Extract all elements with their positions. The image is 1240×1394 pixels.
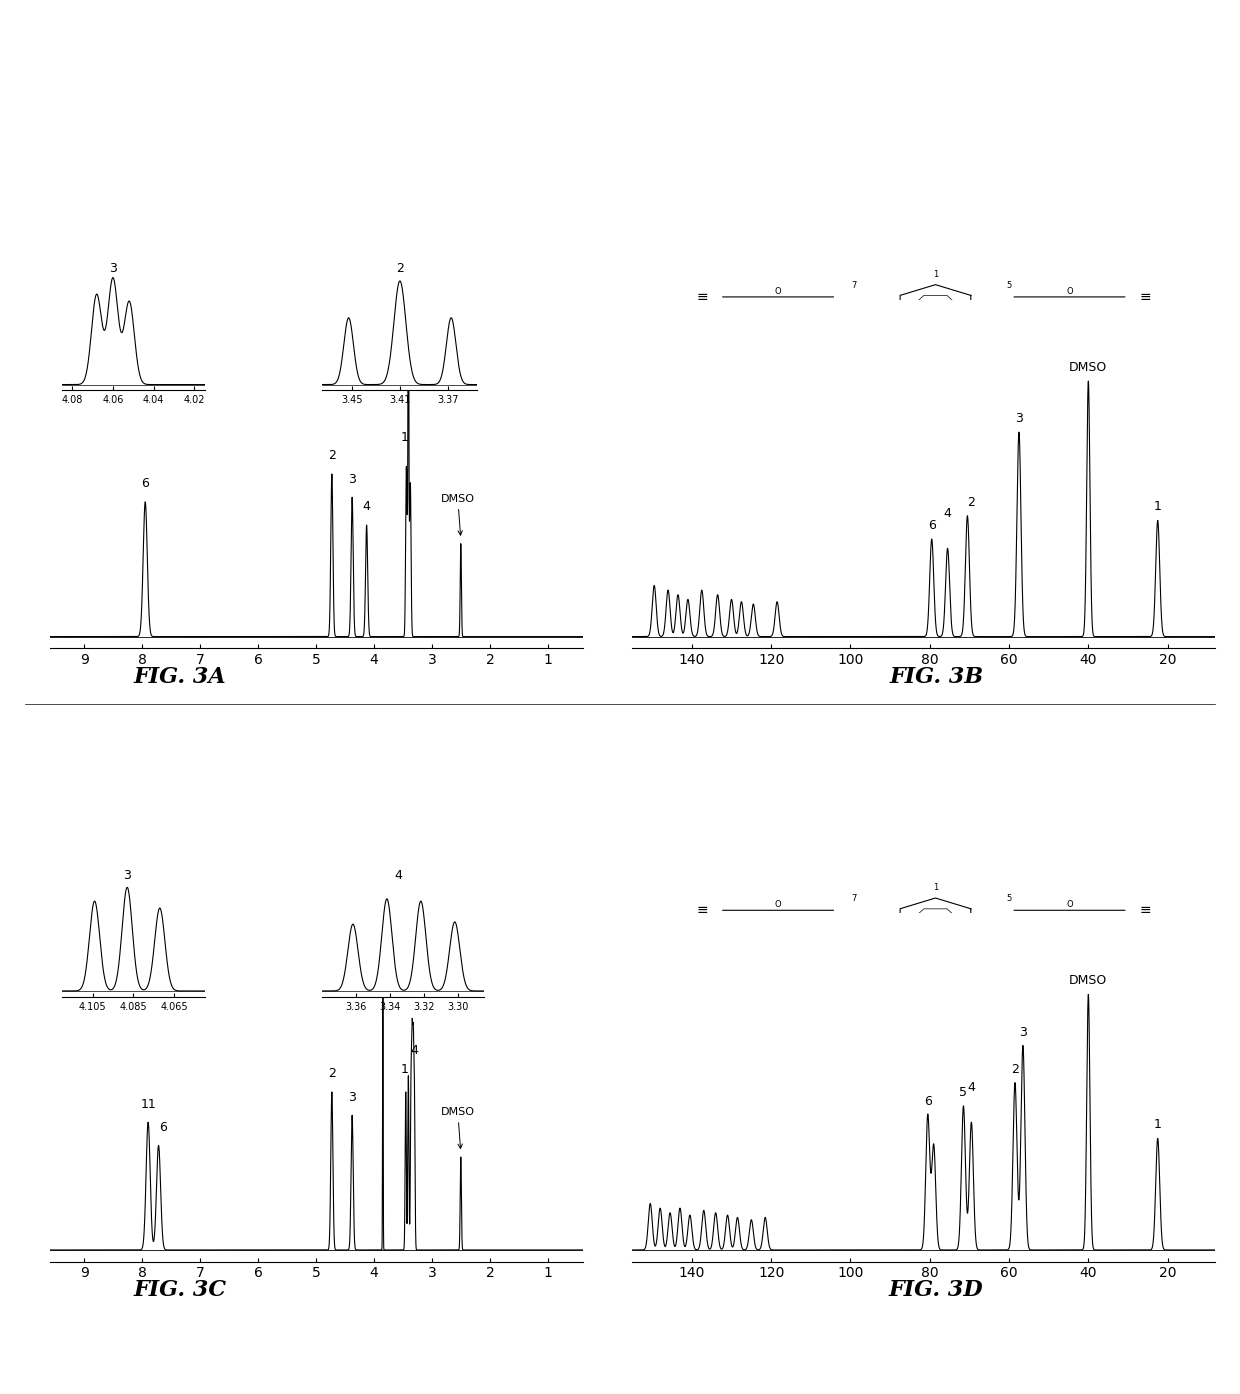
Text: 7: 7 xyxy=(851,894,857,903)
Text: 9: 9 xyxy=(869,955,874,965)
Text: O: O xyxy=(1066,287,1073,296)
Text: 11: 11 xyxy=(901,965,911,973)
Text: 1: 1 xyxy=(401,431,408,443)
Text: 13: 13 xyxy=(954,965,963,973)
Text: 2: 2 xyxy=(396,262,404,275)
Text: 2: 2 xyxy=(327,1068,336,1080)
Text: N: N xyxy=(892,351,898,360)
Text: 12: 12 xyxy=(954,388,963,397)
Text: 1: 1 xyxy=(1153,1118,1162,1132)
Text: 2: 2 xyxy=(880,302,885,311)
Text: 4: 4 xyxy=(362,500,371,513)
Text: 1: 1 xyxy=(401,1062,408,1076)
Text: O: O xyxy=(1066,901,1073,909)
Text: 1: 1 xyxy=(1153,500,1162,513)
Text: ≡: ≡ xyxy=(1140,413,1151,427)
Text: 5: 5 xyxy=(960,1086,967,1098)
Text: 1: 1 xyxy=(932,884,939,892)
Text: 4: 4 xyxy=(394,868,403,881)
Text: 10: 10 xyxy=(866,1036,877,1044)
Text: 3: 3 xyxy=(123,868,131,881)
Text: O: O xyxy=(775,410,781,418)
Text: DMSO: DMSO xyxy=(1069,361,1107,374)
Text: FIG. 3A: FIG. 3A xyxy=(134,666,226,689)
Text: O: O xyxy=(775,287,781,296)
Text: O: O xyxy=(775,1023,781,1032)
Text: 3: 3 xyxy=(980,916,985,924)
Text: ≡: ≡ xyxy=(1140,1026,1151,1040)
Text: CN: CN xyxy=(999,351,1012,360)
Text: 5: 5 xyxy=(1006,280,1012,290)
Text: 6: 6 xyxy=(928,519,936,533)
Text: 2: 2 xyxy=(327,449,336,463)
Text: ≡: ≡ xyxy=(697,413,708,427)
Text: ≡: ≡ xyxy=(1140,903,1151,917)
Text: DMSO: DMSO xyxy=(1069,974,1107,987)
Text: FIG. 3C: FIG. 3C xyxy=(133,1280,227,1302)
Text: 6: 6 xyxy=(141,477,149,491)
Text: ≡: ≡ xyxy=(697,1026,708,1040)
Text: 3: 3 xyxy=(109,262,117,275)
Text: 2: 2 xyxy=(967,496,976,509)
Text: DMSO: DMSO xyxy=(440,1107,475,1149)
Text: CN: CN xyxy=(999,965,1012,973)
Text: O: O xyxy=(1066,410,1073,418)
Text: FIG. 3D: FIG. 3D xyxy=(889,1280,983,1302)
Text: 6: 6 xyxy=(851,321,857,329)
Text: 11: 11 xyxy=(140,1097,156,1111)
Text: H$_2$O: H$_2$O xyxy=(412,347,439,362)
Text: O: O xyxy=(1066,1023,1073,1032)
Text: 4: 4 xyxy=(944,507,951,520)
Text: 12: 12 xyxy=(954,1001,963,1011)
Text: FIG. 3B: FIG. 3B xyxy=(889,666,983,689)
Text: 6: 6 xyxy=(924,1096,931,1108)
Text: 7: 7 xyxy=(851,280,857,290)
Text: O: O xyxy=(775,901,781,909)
Text: 9: 9 xyxy=(869,342,874,351)
Text: CN: CN xyxy=(999,1001,1012,1011)
Text: O: O xyxy=(862,1020,869,1029)
Text: 13: 13 xyxy=(954,351,963,360)
Text: 3: 3 xyxy=(1019,1026,1027,1039)
Text: N: N xyxy=(892,1001,898,1011)
Text: 1: 1 xyxy=(932,270,939,279)
Text: ≡: ≡ xyxy=(697,290,708,304)
Text: 3: 3 xyxy=(348,1090,356,1104)
Text: O: O xyxy=(862,407,869,415)
Text: 4: 4 xyxy=(410,1044,419,1057)
Text: DMSO: DMSO xyxy=(440,493,475,535)
Text: 2: 2 xyxy=(880,916,885,924)
Text: 8: 8 xyxy=(833,916,839,924)
Text: 3: 3 xyxy=(348,473,356,485)
Text: N: N xyxy=(892,388,898,397)
Text: 6: 6 xyxy=(159,1121,166,1133)
Text: 4: 4 xyxy=(1025,916,1032,924)
Text: 3: 3 xyxy=(980,302,985,311)
Text: 2: 2 xyxy=(1011,1062,1019,1076)
Text: 4: 4 xyxy=(1025,302,1032,311)
Text: 6: 6 xyxy=(851,934,857,942)
Text: CN: CN xyxy=(999,388,1012,397)
Text: 5: 5 xyxy=(1006,894,1012,903)
Text: 4: 4 xyxy=(967,1082,976,1094)
Text: ≡: ≡ xyxy=(697,903,708,917)
Text: ≡: ≡ xyxy=(1140,290,1151,304)
Text: H$_2$O: H$_2$O xyxy=(388,967,415,983)
Text: 10: 10 xyxy=(866,422,877,431)
Text: 3: 3 xyxy=(1016,413,1023,425)
Text: 8: 8 xyxy=(833,302,839,311)
Text: O: O xyxy=(862,376,869,385)
Text: O: O xyxy=(862,990,869,998)
